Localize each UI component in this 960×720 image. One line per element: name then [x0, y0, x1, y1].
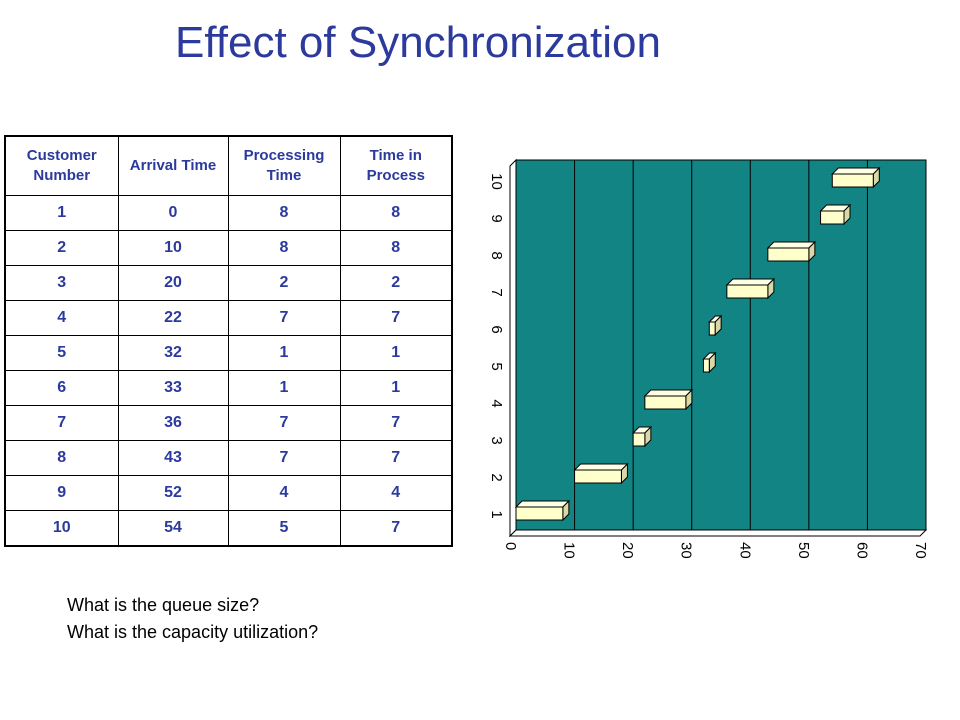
- table-row: 10 54 5 7: [4, 510, 453, 547]
- gantt-bar: [820, 210, 845, 225]
- table-cell: 54: [117, 510, 229, 547]
- table-cell: 8: [4, 440, 119, 476]
- table-cell: 32: [117, 335, 229, 371]
- x-tick-label: 40: [736, 542, 753, 559]
- table-cell: 5: [4, 335, 119, 371]
- table-cell: 1: [227, 335, 341, 371]
- table-cell: 2: [4, 230, 119, 266]
- question-queue-size: What is the queue size?: [67, 595, 260, 615]
- y-tick-label: 1: [488, 510, 505, 518]
- table-cell: 7: [227, 440, 341, 476]
- plot-floor: [508, 529, 928, 537]
- table-row: 4 22 7 7: [4, 300, 453, 336]
- gantt-bar: [767, 247, 810, 262]
- slide-title: Effect of Synchronization: [175, 18, 661, 67]
- table-cell: 4: [227, 475, 341, 511]
- table-row: 8 43 7 7: [4, 440, 453, 476]
- table-cell: 7: [227, 405, 341, 441]
- questions-block: What is the queue size? What is the capa…: [67, 592, 318, 646]
- x-tick-label: 60: [853, 542, 870, 559]
- gantt-bar: [702, 358, 710, 373]
- table-cell: 22: [117, 300, 229, 336]
- x-tick-label: 50: [795, 542, 812, 559]
- table-cell: 8: [339, 230, 453, 266]
- gantt-bar: [632, 432, 646, 447]
- y-tick-label: 6: [488, 325, 505, 333]
- table-cell: 36: [117, 405, 229, 441]
- table-cell: 8: [227, 195, 341, 231]
- table-row: 2 10 8 8: [4, 230, 453, 266]
- customer-table: Customer Number Arrival Time Processing …: [4, 135, 453, 547]
- x-tick-label: 30: [678, 542, 695, 559]
- header-processing-time: Processing Time: [227, 135, 341, 196]
- gantt-bar: [644, 395, 687, 410]
- table-row: 3 20 2 2: [4, 265, 453, 301]
- gantt-bar: [515, 506, 564, 521]
- gantt-chart: 0 10 20 30 40 50 60 70 1 2 3 4 5 6 7 8 9 10: [488, 158, 929, 559]
- bar-top-face: [573, 463, 629, 471]
- bar-top-face: [831, 167, 881, 175]
- table-cell: 7: [339, 510, 453, 547]
- y-tick-label: 4: [488, 399, 505, 407]
- table-header-row: Customer Number Arrival Time Processing …: [4, 135, 453, 196]
- table-cell: 52: [117, 475, 229, 511]
- header-time-in-process: Time in Process: [339, 135, 453, 196]
- x-tick-label: 70: [912, 542, 929, 559]
- table-cell: 10: [4, 510, 119, 547]
- gantt-bar: [726, 284, 769, 299]
- table-cell: 1: [227, 370, 341, 406]
- table-cell: 33: [117, 370, 229, 406]
- table-row: 5 32 1 1: [4, 335, 453, 371]
- table-cell: 7: [339, 405, 453, 441]
- question-capacity-utilization: What is the capacity utilization?: [67, 622, 319, 642]
- gantt-bar: [708, 321, 716, 336]
- table-row: 9 52 4 4: [4, 475, 453, 511]
- table-cell: 4: [4, 300, 119, 336]
- y-tick-label: 2: [488, 473, 505, 481]
- y-tick-label: 3: [488, 436, 505, 444]
- table-cell: 9: [4, 475, 119, 511]
- y-tick-label: 9: [488, 214, 505, 222]
- table-cell: 0: [117, 195, 229, 231]
- gantt-bar: [831, 173, 874, 188]
- x-tick-label: 10: [561, 542, 578, 559]
- table-cell: 8: [339, 195, 453, 231]
- header-customer-number: Customer Number: [4, 135, 119, 196]
- table-cell: 8: [227, 230, 341, 266]
- table-row: 6 33 1 1: [4, 370, 453, 406]
- table-cell: 7: [227, 300, 341, 336]
- table-cell: 20: [117, 265, 229, 301]
- table-cell: 6: [4, 370, 119, 406]
- table-cell: 7: [4, 405, 119, 441]
- table-cell: 7: [339, 440, 453, 476]
- table-cell: 7: [339, 300, 453, 336]
- bar-top-face: [725, 278, 776, 286]
- y-tick-label: 8: [488, 251, 505, 259]
- table-row: 7 36 7 7: [4, 405, 453, 441]
- y-tick-label: 10: [488, 173, 505, 190]
- table-cell: 5: [227, 510, 341, 547]
- table-cell: 43: [117, 440, 229, 476]
- x-tick-label: 20: [619, 542, 636, 559]
- bar-top-face: [643, 389, 694, 397]
- bar-top-face: [766, 241, 817, 249]
- table-cell: 4: [339, 475, 453, 511]
- table-cell: 2: [227, 265, 341, 301]
- table-cell: 1: [339, 335, 453, 371]
- plot-side-wall: [509, 158, 517, 538]
- table-cell: 1: [4, 195, 119, 231]
- y-tick-label: 5: [488, 362, 505, 370]
- x-tick-label: 0: [502, 542, 519, 550]
- table-cell: 3: [4, 265, 119, 301]
- header-arrival-time: Arrival Time: [117, 135, 229, 196]
- table-cell: 10: [117, 230, 229, 266]
- y-tick-label: 7: [488, 288, 505, 296]
- bar-top-face: [514, 500, 571, 508]
- gantt-bar: [574, 469, 622, 484]
- table-cell: 1: [339, 370, 453, 406]
- table-cell: 2: [339, 265, 453, 301]
